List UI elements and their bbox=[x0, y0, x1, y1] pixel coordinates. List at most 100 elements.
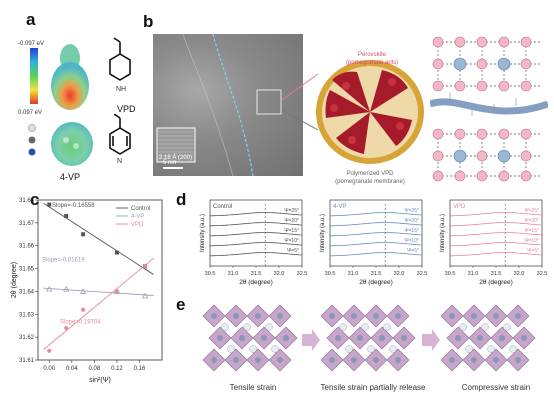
atom-n-marker bbox=[28, 148, 36, 156]
data-point bbox=[64, 326, 69, 330]
colorbar-labels: -0.097 eV 0.097 eV bbox=[18, 41, 44, 116]
vpd-esp-surface bbox=[51, 44, 89, 110]
data-point bbox=[143, 264, 148, 269]
panel-label-c: c bbox=[30, 190, 40, 209]
data-point bbox=[141, 292, 149, 299]
xrd-curve bbox=[450, 242, 543, 247]
subplot-title: VPD bbox=[453, 204, 466, 210]
psi-label: Ψ=15° bbox=[404, 228, 419, 234]
b-site-ion bbox=[233, 313, 239, 319]
x-tick-label: 31.5 bbox=[251, 271, 262, 277]
data-point bbox=[79, 288, 87, 294]
4vp-esp-surface bbox=[51, 122, 93, 166]
b-site-ion bbox=[211, 313, 217, 319]
b-site-ion bbox=[449, 357, 455, 363]
x-axis-label: 2θ (degree) bbox=[239, 279, 273, 286]
colorbar-bottom-label: 0.097 eV bbox=[18, 110, 42, 116]
y-tick-label: 31.64 bbox=[19, 289, 35, 295]
data-point bbox=[63, 285, 70, 292]
lattice-spacing-label: 2.18 Å (200) bbox=[159, 154, 192, 161]
vpd-label: VPD bbox=[117, 104, 136, 114]
xrd-curve bbox=[450, 252, 543, 257]
y-tick-label: 31.61 bbox=[19, 358, 35, 364]
psi-label: Ψ=15° bbox=[284, 228, 299, 234]
plot-frame bbox=[37, 199, 163, 361]
x-axis-label: 2θ (degree) bbox=[479, 279, 513, 286]
panel-label-e: e bbox=[176, 295, 186, 314]
b-site-ion bbox=[239, 335, 245, 341]
panel-c-chart: 31.61 31.62 31.63 31.64 31.65 31.66 31.67 31.68… bbox=[11, 198, 163, 384]
psi-label: Ψ=5° bbox=[407, 248, 419, 254]
psi-label: Ψ=10° bbox=[284, 238, 299, 244]
b-site-ion bbox=[357, 335, 363, 341]
perovskite-sub-label: (pomegranate arils) bbox=[346, 60, 398, 66]
octahedra-lattice-1 bbox=[202, 304, 298, 372]
data-point bbox=[47, 348, 52, 353]
b-site-ion bbox=[395, 313, 401, 319]
vpd-structure: NH bbox=[109, 37, 131, 93]
b-site-ion bbox=[283, 335, 289, 341]
slope-label: Slope=0.19704 bbox=[60, 319, 101, 325]
x-tick-label: 0.12 bbox=[111, 366, 123, 372]
xrd-curve bbox=[450, 232, 543, 237]
psi-label: Ψ=25° bbox=[284, 208, 299, 214]
xrd-curve bbox=[210, 252, 303, 257]
legend-entry: 4-VP bbox=[131, 214, 144, 220]
xrd-curve bbox=[330, 212, 423, 217]
a-site-ion bbox=[249, 345, 257, 353]
b-site-ion bbox=[471, 313, 477, 319]
psi-label: Ψ=20° bbox=[404, 218, 419, 224]
panel-e-illustration bbox=[202, 304, 536, 372]
legend-entry: Control bbox=[131, 206, 150, 212]
x-tick-label: 32.5 bbox=[297, 271, 308, 277]
b-site-ion bbox=[351, 357, 357, 363]
b-site-ion bbox=[233, 357, 239, 363]
panel-d-chart: Control Ψ=25° Ψ=20° Ψ=15° Ψ=10° Ψ=5° 30.5 31.0 3… bbox=[200, 199, 548, 286]
a-site-ion bbox=[389, 345, 397, 353]
xrd-curve bbox=[330, 222, 423, 227]
a-site-ion bbox=[487, 345, 495, 353]
y-tick-label: 31.67 bbox=[19, 221, 35, 227]
psi-label: Ψ=25° bbox=[524, 208, 539, 214]
a-site-ion bbox=[367, 345, 375, 353]
a-site-ion bbox=[459, 323, 467, 331]
x-tick-label: 30.5 bbox=[445, 271, 456, 277]
b-site-ion bbox=[211, 357, 217, 363]
slope-label: Slope=-0.16558 bbox=[52, 203, 95, 209]
y-tick-label: 31.62 bbox=[19, 335, 35, 341]
data-point bbox=[64, 214, 69, 218]
fit-line-control bbox=[43, 202, 154, 275]
xrd-curve bbox=[450, 222, 543, 227]
x-tick-label: 32.5 bbox=[537, 271, 548, 277]
pomegranate-illustration: Perovskite (pomegranate arils) bbox=[316, 52, 424, 164]
b-site-ion bbox=[329, 313, 335, 319]
x-tick-label: 0.16 bbox=[134, 366, 146, 372]
b-site-ion bbox=[329, 357, 335, 363]
a-site-ion bbox=[509, 345, 517, 353]
x-axis-label: 2θ (degree) bbox=[359, 279, 393, 286]
y-tick-label: 31.66 bbox=[19, 244, 35, 250]
b-site-ion bbox=[499, 335, 505, 341]
x-tick-label: 0.08 bbox=[89, 366, 101, 372]
a-site-ion bbox=[221, 323, 229, 331]
y-tick-label: 31.65 bbox=[19, 267, 35, 273]
b-site-ion bbox=[395, 357, 401, 363]
b-site-ion bbox=[521, 335, 527, 341]
a-site-ion bbox=[503, 323, 511, 331]
b-site-ion bbox=[477, 335, 483, 341]
panel-label-a: a bbox=[26, 10, 36, 29]
atom-h-marker bbox=[28, 124, 36, 132]
a-site-ion bbox=[265, 323, 273, 331]
data-point bbox=[81, 307, 86, 312]
b-site-ion bbox=[255, 313, 261, 319]
b-site-ion bbox=[449, 313, 455, 319]
b-site-ion bbox=[217, 335, 223, 341]
tem-scale-bar: 5 nm bbox=[163, 160, 176, 166]
psi-label: Ψ=10° bbox=[404, 238, 419, 244]
polymerized-vpd-sub-label: (pomegranate membrane) bbox=[335, 179, 405, 185]
psi-label: Ψ=20° bbox=[284, 218, 299, 224]
psi-label: Ψ=25° bbox=[404, 208, 419, 214]
x-tick-label: 30.5 bbox=[325, 271, 336, 277]
xrd-curve bbox=[450, 212, 543, 217]
a-site-ion bbox=[361, 323, 369, 331]
